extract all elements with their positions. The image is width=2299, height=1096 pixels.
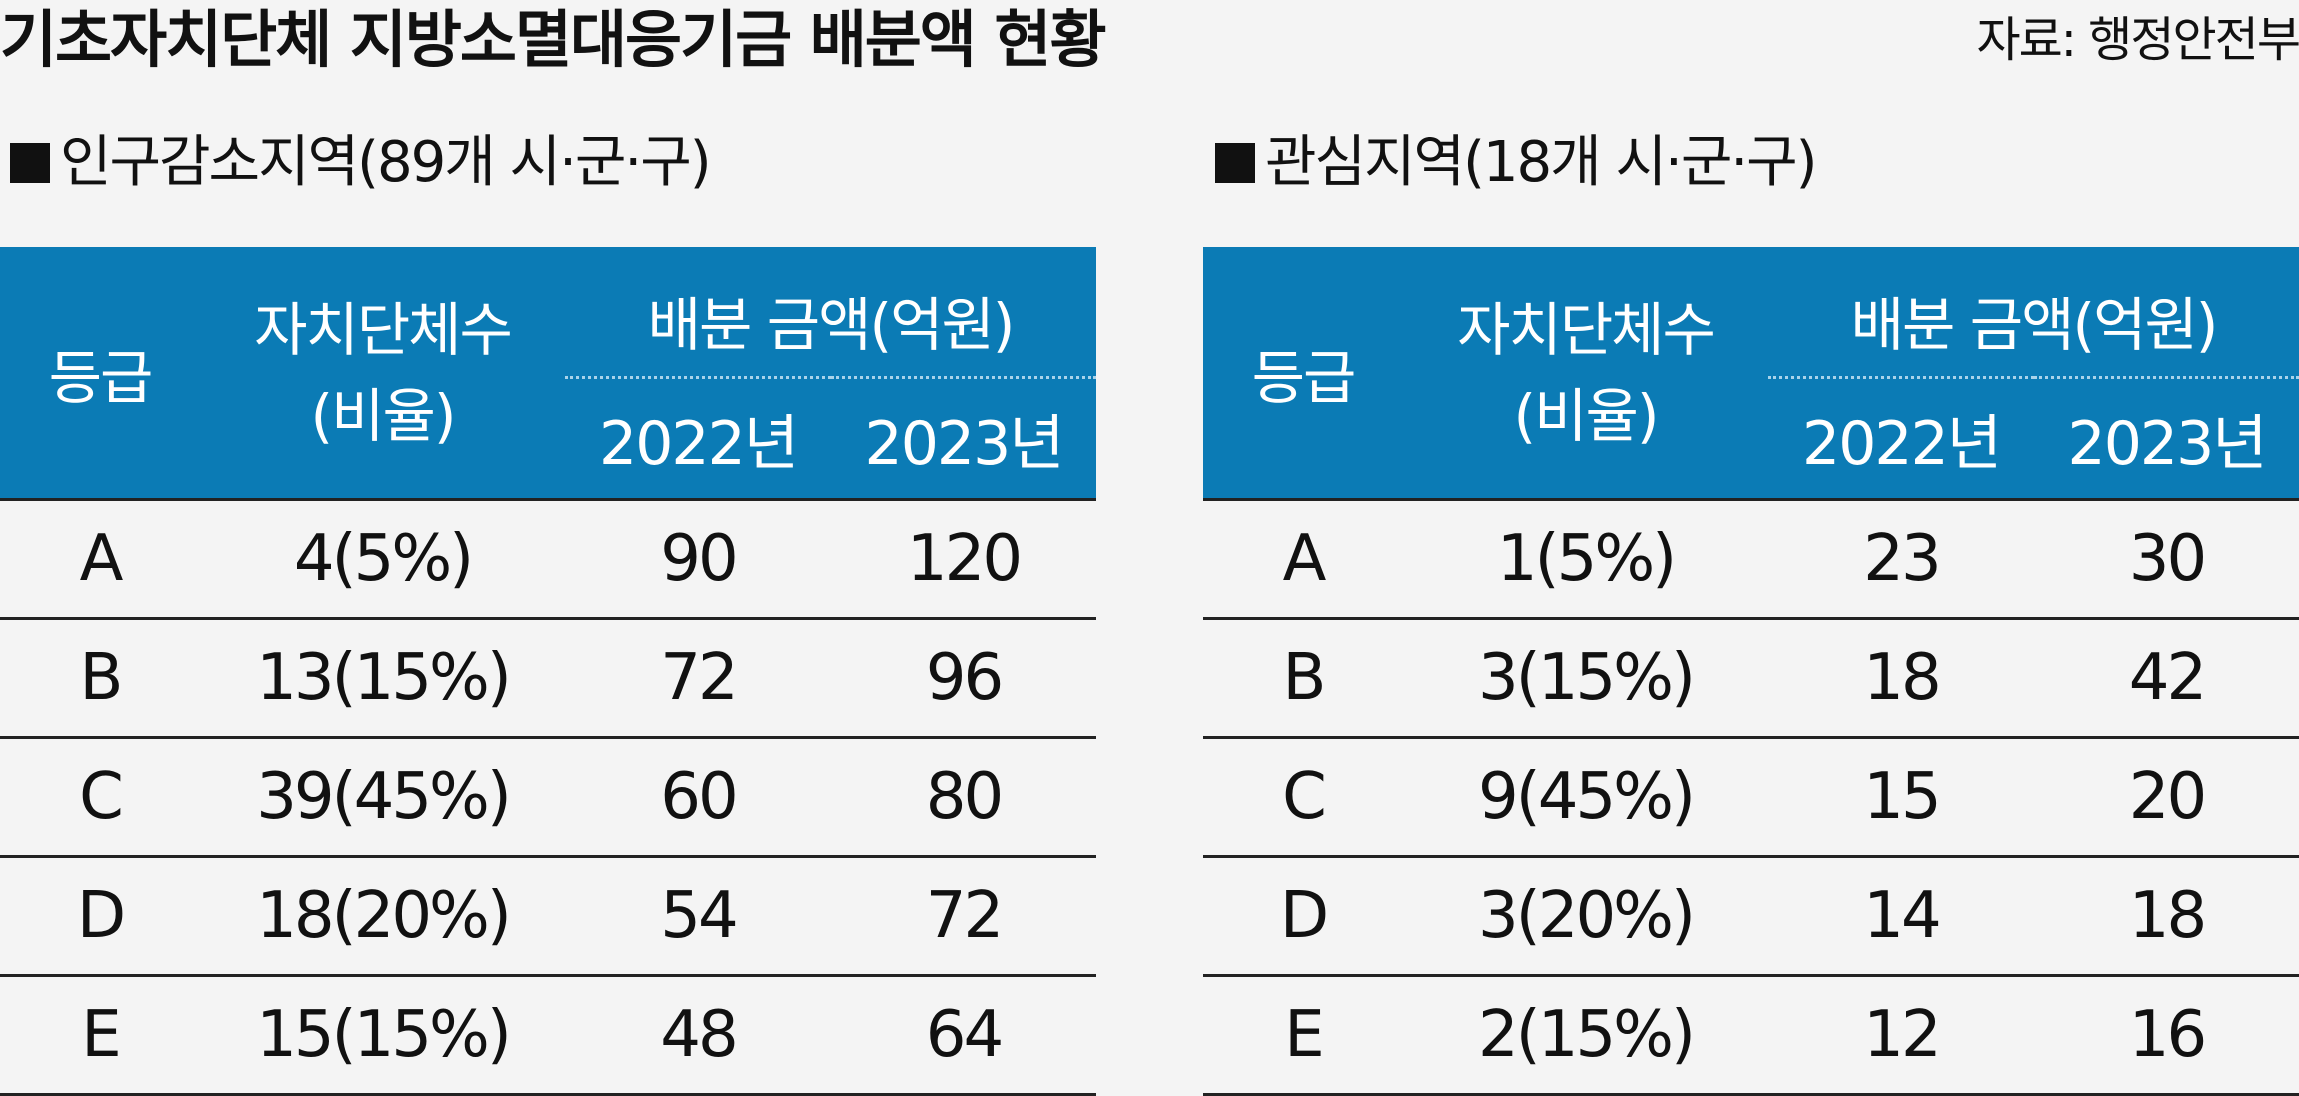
grade-cell: C <box>1203 737 1403 858</box>
amount-2023-cell: 72 <box>831 856 1097 977</box>
amount-2022-cell: 18 <box>1768 618 2034 739</box>
table-row: D 18(20%) 54 72 <box>0 856 1097 977</box>
count-header-sub: (비율) <box>310 381 457 450</box>
table-row: E 2(15%) 12 16 <box>1203 975 2299 1096</box>
grade-header: 등급 <box>1203 247 1403 500</box>
count-cell: 2(15%) <box>1403 975 1768 1096</box>
count-cell: 39(45%) <box>200 737 565 858</box>
amount-2023-cell: 20 <box>2034 737 2299 858</box>
amount-2022-cell: 90 <box>565 498 831 620</box>
amount-2023-cell: 30 <box>2034 498 2299 620</box>
count-header-label: 자치단체수 <box>254 295 513 364</box>
grade-cell: E <box>1203 975 1403 1096</box>
amount-2023-cell: 96 <box>831 618 1097 739</box>
table-row: C 9(45%) 15 20 <box>1203 737 2299 858</box>
amount-2022-cell: 72 <box>565 618 831 739</box>
count-cell: 3(15%) <box>1403 618 1768 739</box>
amount-2023-cell: 16 <box>2034 975 2299 1096</box>
table-row: A 4(5%) 90 120 <box>0 498 1097 620</box>
table-row: A 1(5%) 23 30 <box>1203 498 2299 620</box>
count-cell: 13(15%) <box>200 618 565 739</box>
grade-cell: D <box>0 856 200 977</box>
year-2022-header: 2022년 <box>1768 377 2034 500</box>
count-cell: 18(20%) <box>200 856 565 977</box>
amount-2022-cell: 54 <box>565 856 831 977</box>
table-row: B 3(15%) 18 42 <box>1203 618 2299 739</box>
grade-cell: E <box>0 975 200 1096</box>
amount-2022-cell: 15 <box>1768 737 2034 858</box>
count-cell: 4(5%) <box>200 498 565 620</box>
grade-cell: A <box>1203 498 1403 620</box>
table-row: C 39(45%) 60 80 <box>0 737 1097 858</box>
grade-cell: B <box>1203 618 1403 739</box>
count-header-sub: (비율) <box>1513 381 1660 450</box>
year-2023-header: 2023년 <box>2034 377 2299 500</box>
amount-2023-cell: 64 <box>831 975 1097 1096</box>
page-title: 기초자치단체 지방소멸대응기금 배분액 현황 <box>0 3 1107 76</box>
table-row: E 15(15%) 48 64 <box>0 975 1097 1096</box>
amount-2023-cell: 120 <box>831 498 1097 620</box>
amount-2022-cell: 60 <box>565 737 831 858</box>
year-2023-header: 2023년 <box>831 377 1097 500</box>
table-row: D 3(20%) 14 18 <box>1203 856 2299 977</box>
table-row: B 13(15%) 72 96 <box>0 618 1097 739</box>
section-title-right: 관심지역(18개 시·군·구) <box>1215 128 1818 198</box>
square-bullet-icon <box>10 143 50 183</box>
year-2022-header: 2022년 <box>565 377 831 500</box>
amount-header: 배분 금액(억원) <box>565 247 1097 379</box>
amount-header: 배분 금액(억원) <box>1768 247 2299 379</box>
amount-2023-cell: 80 <box>831 737 1097 858</box>
count-header: 자치단체수 (비율) <box>1403 247 1768 500</box>
amount-2023-cell: 42 <box>2034 618 2299 739</box>
interest-area-table: 등급 자치단체수 (비율) 배분 금액(억원) 2022년 2023년 A 1(… <box>1203 247 2299 1096</box>
count-header-label: 자치단체수 <box>1457 295 1716 364</box>
population-decline-table: 등급 자치단체수 (비율) 배분 금액(억원) 2022년 2023년 A 4(… <box>0 247 1097 1096</box>
grade-cell: C <box>0 737 200 858</box>
count-cell: 1(5%) <box>1403 498 1768 620</box>
amount-2022-cell: 12 <box>1768 975 2034 1096</box>
count-cell: 9(45%) <box>1403 737 1768 858</box>
amount-2022-cell: 23 <box>1768 498 2034 620</box>
count-cell: 3(20%) <box>1403 856 1768 977</box>
amount-2023-cell: 18 <box>2034 856 2299 977</box>
amount-2022-cell: 14 <box>1768 856 2034 977</box>
amount-2022-cell: 48 <box>565 975 831 1096</box>
section-title-left: 인구감소지역(89개 시·군·구) <box>10 128 712 198</box>
section-title-right-text: 관심지역(18개 시·군·구) <box>1265 130 1818 195</box>
square-bullet-icon <box>1215 143 1255 183</box>
count-header: 자치단체수 (비율) <box>200 247 565 500</box>
grade-header: 등급 <box>0 247 200 500</box>
grade-cell: B <box>0 618 200 739</box>
section-title-left-text: 인구감소지역(89개 시·군·구) <box>60 130 712 195</box>
count-cell: 15(15%) <box>200 975 565 1096</box>
grade-cell: D <box>1203 856 1403 977</box>
grade-cell: A <box>0 498 200 620</box>
source-note: 자료: 행정안전부 <box>1976 12 2299 68</box>
